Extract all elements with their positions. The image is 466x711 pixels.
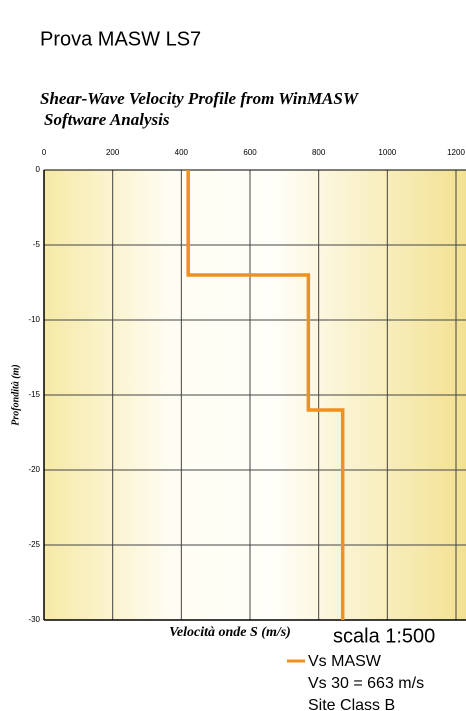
y-tick-label: -20 <box>28 465 40 474</box>
x-tick-label: 1000 <box>378 148 396 157</box>
y-tick-label: -10 <box>28 315 40 324</box>
x-tick-label: 600 <box>243 148 257 157</box>
legend-entry: Vs MASW <box>308 653 382 670</box>
x-tick-label: 0 <box>42 148 47 157</box>
x-axis-label: Velocità onde S (m/s) <box>169 625 291 640</box>
velocity-line <box>186 170 345 620</box>
page-title: Prova MASW LS7 <box>40 28 201 50</box>
x-tick-label: 800 <box>312 148 326 157</box>
annotation: Site Class B <box>308 697 395 711</box>
chart-subtitle: Software Analysis <box>44 110 170 129</box>
y-axis-label: Profondità (m) <box>10 364 21 425</box>
y-tick-label: -25 <box>28 540 40 549</box>
x-tick-label: 1200 <box>447 148 465 157</box>
y-tick-label: 0 <box>36 165 41 174</box>
y-tick-label: -15 <box>28 390 40 399</box>
y-tick-label: -5 <box>33 240 41 249</box>
annotation: scala 1:500 <box>333 625 435 647</box>
x-tick-label: 400 <box>175 148 189 157</box>
y-tick-label: -30 <box>28 615 40 624</box>
x-tick-label: 200 <box>106 148 120 157</box>
chart-title: Shear-Wave Velocity Profile from WinMASW <box>40 89 360 108</box>
annotation: Vs 30 = 663 m/s <box>308 675 424 692</box>
